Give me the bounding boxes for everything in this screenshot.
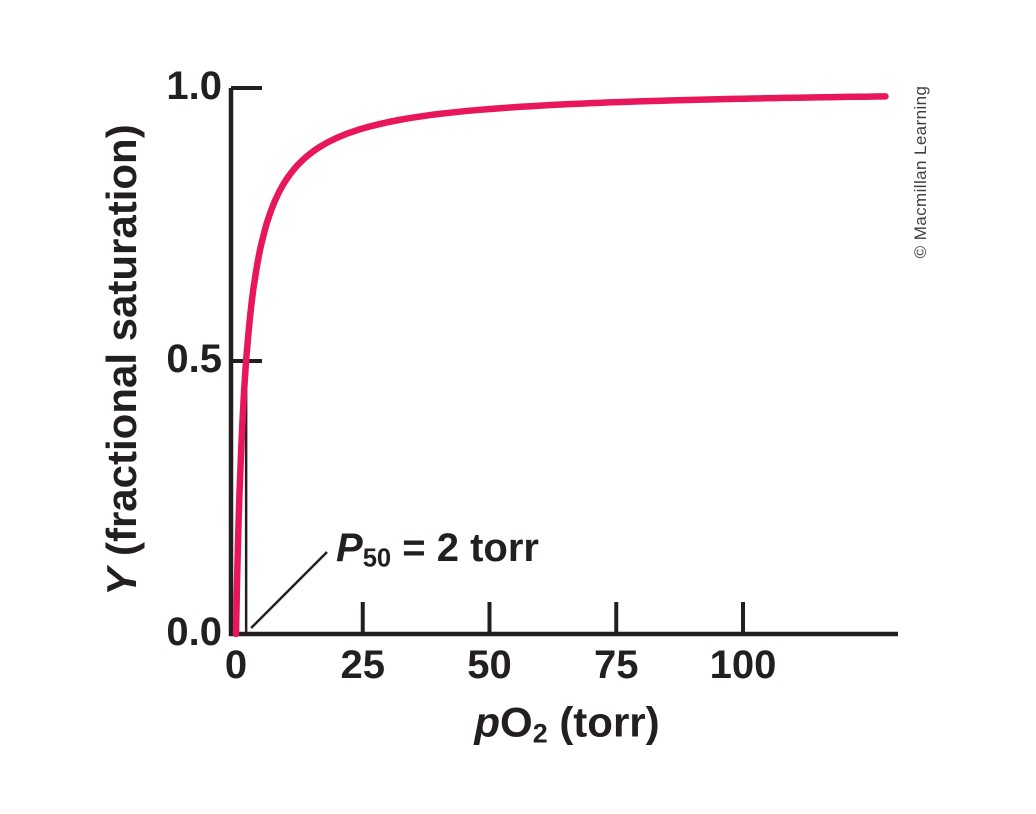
y-axis-title: Y (fractional saturation) [98,124,146,595]
x-axis-title-unit: (torr) [547,698,660,746]
annotation-leader-line [250,551,328,629]
binding-curve [232,93,889,638]
y-tick-label-1.0: 1.0 [166,64,222,108]
axes-lines [228,88,898,637]
y-tick-label-0.0: 0.0 [166,610,222,654]
p50-annotation-symbol: P [336,526,363,570]
x-axis-title-species: O [500,698,533,746]
p50-annotation: P50 = 2 torr [336,524,539,583]
x-tick-label-100: 100 [709,643,777,687]
x-tick-label-75: 75 [594,643,639,687]
y-axis-title-symbol: Y [98,567,145,596]
y-tick-label-0.5: 0.5 [166,337,222,381]
x-tick-label-25: 25 [340,643,386,687]
copyright-credit: © Macmillan Learning [911,85,930,259]
x-tick-label-50: 50 [467,643,512,687]
p50-annotation-value: = 2 torr [391,526,539,570]
y-axis-title-rest: (fractional saturation) [98,124,145,568]
x-axis-title-prefix: p [474,698,501,746]
x-tick-label-0: 0 [224,643,248,687]
x-axis-title-subscript: 2 [532,718,548,749]
x-axis-title: pO2 (torr) [474,699,659,750]
p50-annotation-subscript: 50 [362,544,392,573]
